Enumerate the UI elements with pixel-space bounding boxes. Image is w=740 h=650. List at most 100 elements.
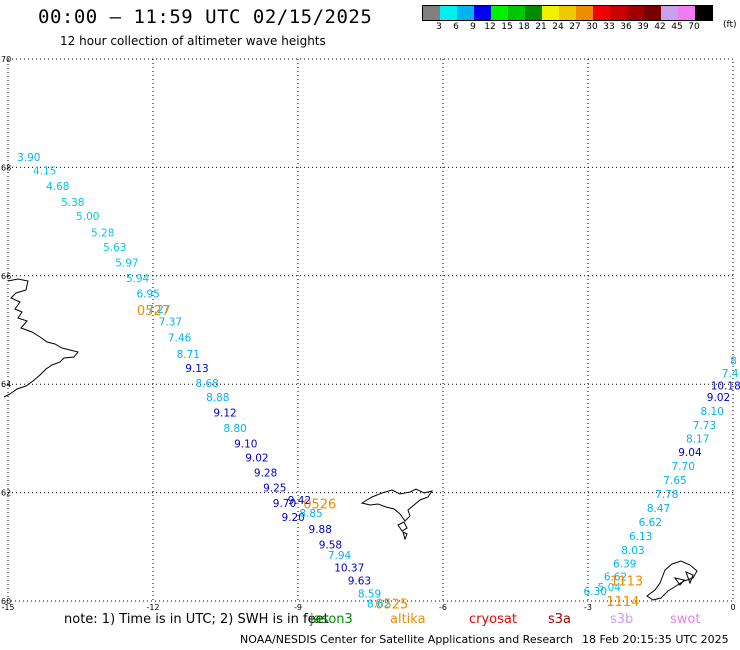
wave-height-value: 8.47	[647, 503, 670, 515]
wave-height-value: 3.90	[17, 152, 40, 164]
wave-height-value: 4.15	[33, 166, 56, 178]
legend-unit: (ft)	[723, 20, 737, 30]
wave-height-value: 7.65	[663, 475, 686, 487]
legend-swatch	[491, 6, 508, 20]
legend-swatch	[644, 6, 661, 20]
x-tick-label: -15	[1, 603, 14, 612]
wave-height-value: 7.73	[693, 420, 716, 432]
legend-label: 33	[603, 22, 615, 32]
footer-timestamp: 18 Feb 20:15:35 UTC 2025	[582, 633, 729, 646]
pass-label: 0526	[303, 497, 336, 512]
legend-label: 45	[671, 22, 683, 32]
altimeter-tracks: 3.90 4.15 4.68 5.38 5.00 5.28 5.63 5.97 5.94 6.95…	[17, 152, 740, 611]
iceland-coastline	[3, 278, 79, 398]
y-tick-label: 62	[1, 489, 11, 498]
wave-height-value: 7.37	[159, 316, 182, 328]
footer-note: note: 1) Time is in UTC; 2) SWH is in fe…	[64, 612, 329, 627]
wave-height-value: 8.80	[223, 423, 246, 435]
legend-label: 24	[552, 22, 564, 32]
axis-ticks: -15 -12 -9 -6 -3 0 70 68 66 64 62 60	[1, 55, 736, 612]
legend-swatch	[576, 6, 593, 20]
legend-label: 27	[569, 22, 581, 32]
legend-swatch	[678, 6, 695, 20]
shetland-coastline	[646, 560, 698, 601]
color-legend: 3 6 9 12 15 18 21 24 27 30 33 36 39 42 45 70	[422, 5, 713, 33]
wave-height-value: 9.02	[245, 452, 268, 464]
wave-height-value: 9.02	[707, 392, 730, 404]
wave-height-value: 7.27	[147, 304, 170, 316]
pass-labels: 0527 0526 0525 1113 1114	[137, 304, 643, 613]
wave-height-value: 8.71	[177, 349, 200, 361]
y-tick-label: 68	[1, 163, 11, 172]
legend-label: 36	[620, 22, 632, 32]
map-grid	[7, 58, 734, 602]
wave-height-value: 8.88	[206, 392, 229, 404]
wave-height-value: 9.28	[254, 468, 277, 480]
mission-cryosat: cryosat	[469, 612, 517, 627]
legend-label: 42	[654, 22, 666, 32]
wave-height-value: 5.63	[103, 242, 126, 254]
map-title: 00:00 – 11:59 UTC 02/15/2025	[38, 6, 373, 28]
legend-swatch	[627, 6, 644, 20]
wave-height-value: 6.62	[639, 517, 662, 529]
wave-height-value: 8.59	[358, 588, 381, 600]
wave-height-value: 6.62	[604, 572, 627, 584]
legend-swatch	[610, 6, 627, 20]
x-tick-label: -9	[294, 603, 302, 612]
legend-label: 6	[453, 22, 459, 32]
y-tick-label: 66	[1, 272, 11, 281]
faroe-islands-coastline	[360, 488, 434, 541]
wave-height-value: 9.10	[234, 438, 257, 450]
legend-label: 18	[518, 22, 530, 32]
legend-swatch	[593, 6, 610, 20]
legend-swatch	[440, 6, 457, 20]
y-tick-label: 64	[1, 380, 11, 389]
wave-height-value: 6.13	[629, 531, 652, 543]
wave-height-value: 9.70	[273, 498, 296, 510]
legend-labels: 3 6 9 12 15 18 21 24 27 30 33 36 39 42 45 70	[422, 21, 713, 33]
mission-altika: altika	[390, 612, 426, 627]
wave-height-value: 9.04	[678, 447, 702, 459]
wave-height-value: 8.68	[195, 378, 218, 390]
legend-label: 15	[501, 22, 513, 32]
track-1113: 6.305.046.626.398.036.136.628.477.787.65…	[584, 355, 740, 598]
wave-height-value: 7.46	[168, 333, 192, 345]
legend-swatch	[695, 6, 712, 20]
wave-height-value: 5.04	[598, 582, 622, 594]
wave-height-value: 9.58	[319, 540, 342, 552]
wave-height-value: 8.03	[621, 545, 644, 557]
legend-swatch	[474, 6, 491, 20]
pass-label: 0527	[137, 304, 170, 319]
wave-height-value: 5.94	[126, 273, 150, 285]
legend-label: 21	[535, 22, 547, 32]
wave-height-value: 7.4	[722, 368, 739, 380]
wave-height-value: 8.62	[367, 599, 390, 611]
footer-note-row: note: 1) Time is in UTC; 2) SWH is in fe…	[64, 612, 740, 630]
x-tick-label: -6	[439, 603, 447, 612]
wave-height-value: 7.70	[672, 461, 695, 473]
wave-height-value: 6.39	[613, 559, 636, 571]
wave-height-value: 9.88	[309, 524, 332, 536]
legend-label: 9	[470, 22, 476, 32]
x-tick-label: -12	[146, 603, 159, 612]
y-tick-label: 60	[1, 597, 11, 606]
legend-swatch	[423, 6, 440, 20]
pass-label: 0525	[375, 598, 408, 613]
legend-label: 12	[484, 22, 496, 32]
legend-swatch	[542, 6, 559, 20]
map-subtitle: 12 hour collection of altimeter wave hei…	[60, 34, 326, 48]
wave-height-value: 8.10	[701, 406, 724, 418]
x-tick-label: -3	[584, 603, 592, 612]
wave-height-value: 4.68	[46, 181, 69, 193]
pass-label: 1114	[606, 595, 639, 610]
wave-height-value: 8.85	[299, 508, 322, 520]
wave-height-value: 10.18	[711, 380, 740, 392]
wave-height-value: 8	[730, 355, 737, 367]
legend-label: 30	[586, 22, 598, 32]
wave-height-value: 9.12	[213, 407, 236, 419]
coastlines	[3, 278, 698, 601]
mission-s3b: s3b	[610, 612, 634, 627]
wave-height-value: 9.42	[288, 495, 311, 507]
